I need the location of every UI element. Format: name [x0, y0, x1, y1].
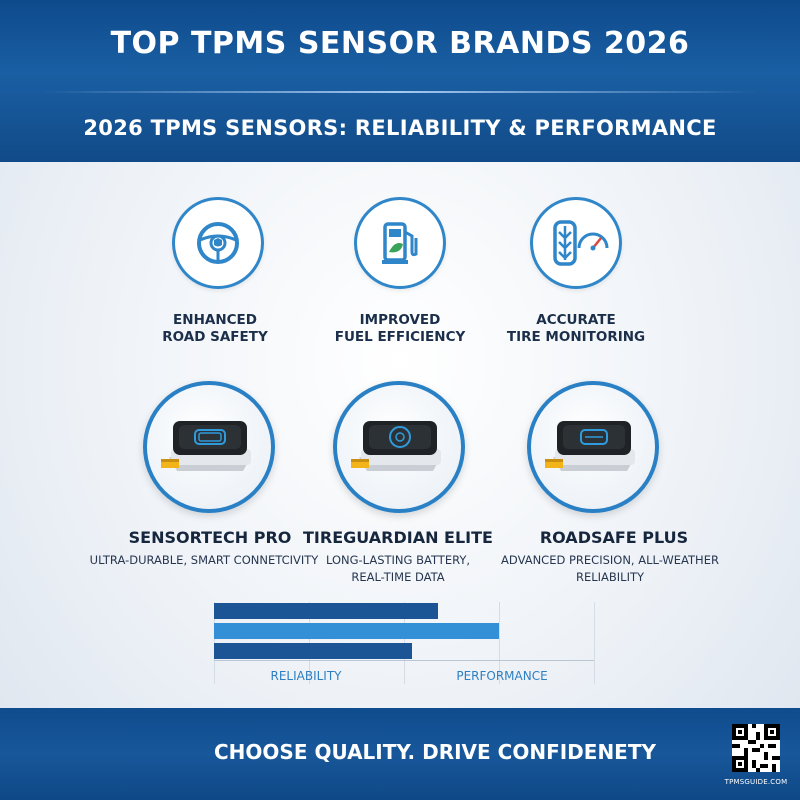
product-desc-tireguardian: LONG-LASTING BATTERY, REAL-TIME DATA: [268, 552, 528, 586]
fuel-pump-leaf-icon: [382, 222, 418, 264]
tpms-sensor-icon: [161, 421, 251, 471]
qr-code[interactable]: [732, 724, 780, 772]
feature-icon-fuel: [354, 197, 446, 289]
chart-gridline: [499, 602, 500, 684]
chart-bar: [214, 603, 438, 619]
feature-icon-safety: [172, 197, 264, 289]
qr-caption: TPMSGUIDE.COM: [724, 778, 788, 786]
chart-baseline: [214, 660, 594, 661]
product-image-tireguardian: [333, 381, 465, 513]
product-name-sensortech: SENSORTECH PRO: [128, 528, 292, 547]
page-title: TOP TPMS SENSOR BRANDS 2026: [110, 26, 690, 61]
product-desc-roadsafe: ADVANCED PRECISION, ALL-WEATHER RELIABIL…: [480, 552, 740, 586]
footer-slogan: CHOOSE QUALITY. DRIVE CONFIDENETY: [214, 740, 656, 764]
tpms-sensor-icon: [545, 421, 635, 471]
footer-banner: CHOOSE QUALITY. DRIVE CONFIDENETY TPMSGU…: [0, 708, 800, 800]
page-subtitle: 2026 TPMS SENSORS: RELIABILITY & PERFORM…: [83, 116, 717, 140]
feature-label-line: TIRE MONITORING: [506, 329, 646, 345]
chart-axis-label-reliability: RELIABILITY: [270, 669, 342, 683]
product-desc-sensortech: ULTRA-DURABLE, SMART CONNETCIVITY: [74, 552, 334, 569]
feature-label-fuel: IMPROVED FUEL EFFICIENCY: [310, 312, 490, 346]
product-image-roadsafe: [527, 381, 659, 513]
product-desc-line: LONG-LASTING BATTERY,: [325, 553, 471, 567]
product-image-sensortech: [143, 381, 275, 513]
feature-label-safety: ENHANCED ROAD SAFETY: [125, 312, 305, 346]
feature-label-line: ENHANCED: [173, 312, 257, 328]
chart-bar: [214, 623, 499, 639]
product-desc-line: ADVANCED PRECISION, ALL-WEATHER RELIABIL…: [501, 553, 719, 584]
steering-wheel-shield-icon: [197, 222, 239, 264]
chart-gridline: [594, 602, 595, 684]
chart-axis-label-performance: PERFORMANCE: [456, 669, 548, 683]
feature-label-line: ROAD SAFETY: [162, 329, 268, 345]
chart-bar: [214, 643, 412, 659]
feature-label-line: ACCURATE: [536, 312, 616, 328]
product-name-roadsafe: ROADSAFE PLUS: [539, 528, 689, 547]
feature-label-line: IMPROVED: [359, 312, 441, 328]
feature-label-line: FUEL EFFICIENCY: [334, 329, 466, 345]
product-name-tireguardian: TIREGUARDIAN ELITE: [303, 528, 493, 547]
header-banner: TOP TPMS SENSOR BRANDS 2026 2026 TPMS SE…: [0, 0, 800, 162]
product-desc-line: REAL-TIME DATA: [351, 570, 445, 584]
tpms-sensor-icon: [351, 421, 441, 471]
feature-icon-tire: [530, 197, 622, 289]
product-desc-line: ULTRA-DURABLE, SMART CONNETCIVITY: [89, 553, 319, 567]
qr-code-icon: [732, 724, 780, 772]
feature-label-tire: ACCURATE TIRE MONITORING: [486, 312, 666, 346]
tire-gauge-icon: [553, 220, 609, 266]
header-divider: [40, 91, 760, 93]
